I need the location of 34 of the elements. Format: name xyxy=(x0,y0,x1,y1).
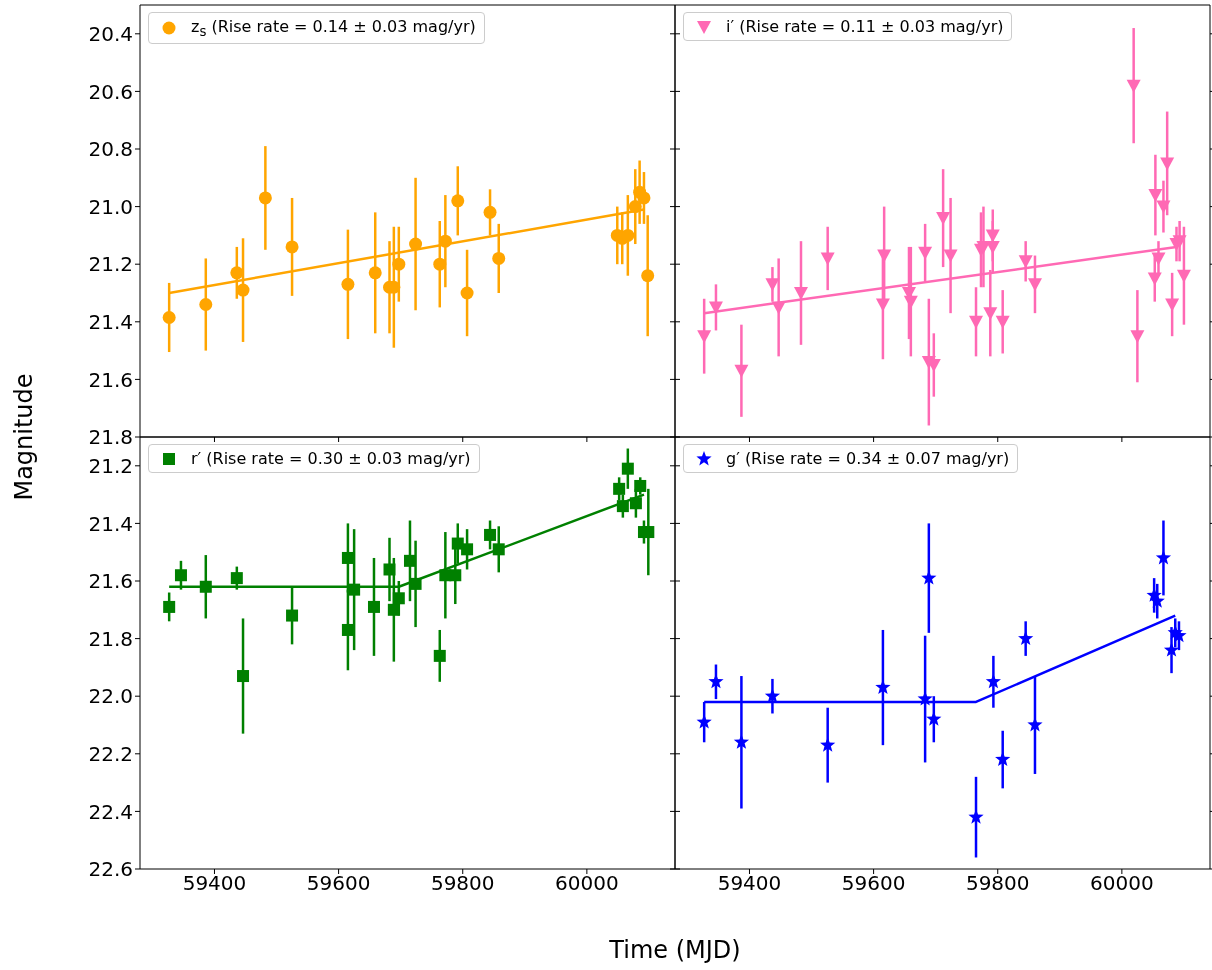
y-tick-label: 21.8 xyxy=(88,425,133,450)
x-tick-label: 59600 xyxy=(841,871,906,896)
y-tick-label: 20.6 xyxy=(88,79,133,104)
y-tick-label: 20.8 xyxy=(88,137,133,162)
legend-label: r′ (Rise rate = 0.30 ± 0.03 mag/yr) xyxy=(191,449,471,468)
x-tick-label: 59800 xyxy=(965,871,1030,896)
x-tick-label: 59800 xyxy=(430,871,495,896)
x-tick-label: 59400 xyxy=(717,871,782,896)
y-axis-title: Magnitude xyxy=(10,373,38,501)
y-tick-label: 21.0 xyxy=(88,194,133,219)
legend-box: z$_{s}$ (Rise rate = 0.14 ± 0.03 mag/yr) xyxy=(148,12,485,45)
x-tick-label: 60000 xyxy=(555,871,619,896)
x-axis-title: Time (MJD) xyxy=(609,936,741,964)
y-tick-label: 22.4 xyxy=(88,799,133,824)
y-tick-label: 22.2 xyxy=(88,741,133,766)
y-tick-label: 21.2 xyxy=(88,252,133,277)
x-tick-label: 60000 xyxy=(1090,871,1154,896)
y-tick-label: 22.6 xyxy=(88,857,133,882)
legend-box: g′ (Rise rate = 0.34 ± 0.07 mag/yr) xyxy=(683,444,1019,473)
legend-label: i′ (Rise rate = 0.11 ± 0.03 mag/yr) xyxy=(726,17,1004,36)
x-tick-label: 59600 xyxy=(306,871,371,896)
x-tick-label: 59400 xyxy=(182,871,247,896)
legend-label: z$_{s}$ (Rise rate = 0.14 ± 0.03 mag/yr) xyxy=(191,17,476,40)
legend-box: i′ (Rise rate = 0.11 ± 0.03 mag/yr) xyxy=(683,12,1013,41)
y-tick-label: 21.6 xyxy=(88,569,133,594)
y-tick-label: 21.4 xyxy=(88,309,133,334)
legend-label: g′ (Rise rate = 0.34 ± 0.07 mag/yr) xyxy=(726,449,1010,468)
y-tick-label: 20.4 xyxy=(88,21,133,46)
y-tick-label: 21.2 xyxy=(88,453,133,478)
y-tick-label: 22.0 xyxy=(88,684,133,709)
y-tick-label: 21.4 xyxy=(88,511,133,536)
legend-box: r′ (Rise rate = 0.30 ± 0.03 mag/yr) xyxy=(148,444,480,473)
y-tick-label: 21.8 xyxy=(88,626,133,651)
y-tick-label: 21.6 xyxy=(88,367,133,392)
